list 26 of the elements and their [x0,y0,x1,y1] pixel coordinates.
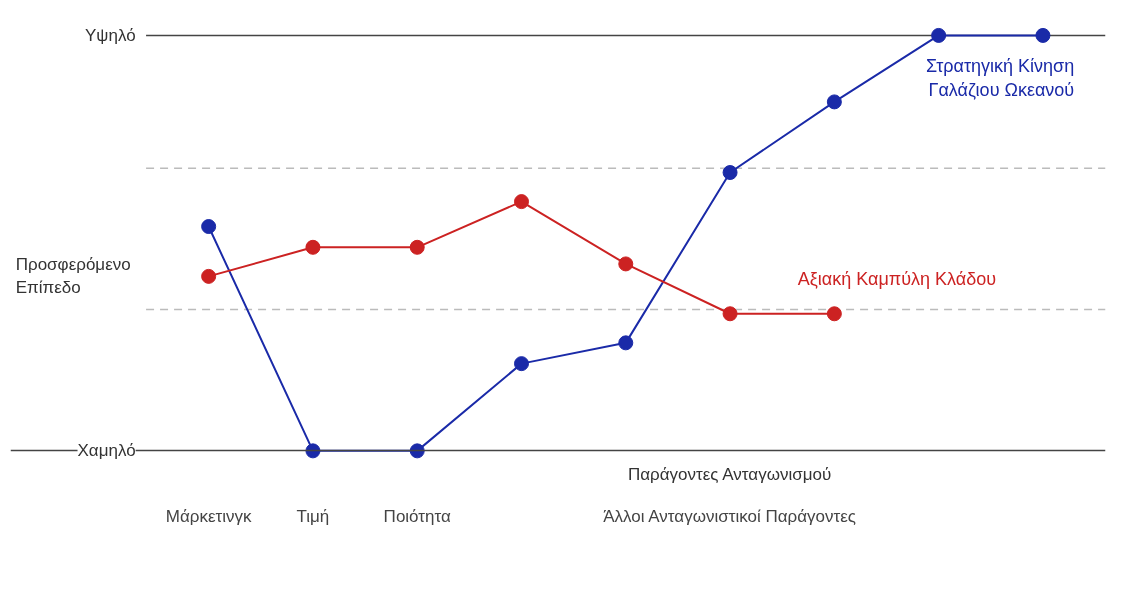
point [201,268,217,284]
point [409,443,425,459]
point [931,27,947,43]
point [826,94,842,110]
point [514,194,529,210]
ref-line-label: Υψηλό [85,25,136,45]
x-tick-label: Τιμή [296,506,330,526]
point [305,239,321,255]
x-tick-label: Μάρκετινγκ [165,506,253,526]
series-label: Στρατηγική Κίνηση Γαλάζιου Ωκεανού [925,56,1075,101]
text: Χαμηλό [77,441,136,461]
x-axis-title: Παράγοντες Ανταγωνισμού [627,464,832,484]
point [618,335,634,351]
y-axis-title: Προσφερόμενο Επίπεδο [15,255,131,298]
series-label: Αξιακή Καμπύλη Κλάδου [797,268,997,289]
point [1035,27,1051,43]
point [201,219,217,235]
point [722,306,738,322]
point [305,443,321,459]
text: Άλλοι Ανταγωνιστικοί Παράγοντες [603,506,856,526]
point [618,256,634,272]
x-tick-label: Ποιότητα [383,506,451,526]
point [826,306,842,322]
point [722,165,738,181]
point [409,239,425,255]
point [514,356,529,372]
